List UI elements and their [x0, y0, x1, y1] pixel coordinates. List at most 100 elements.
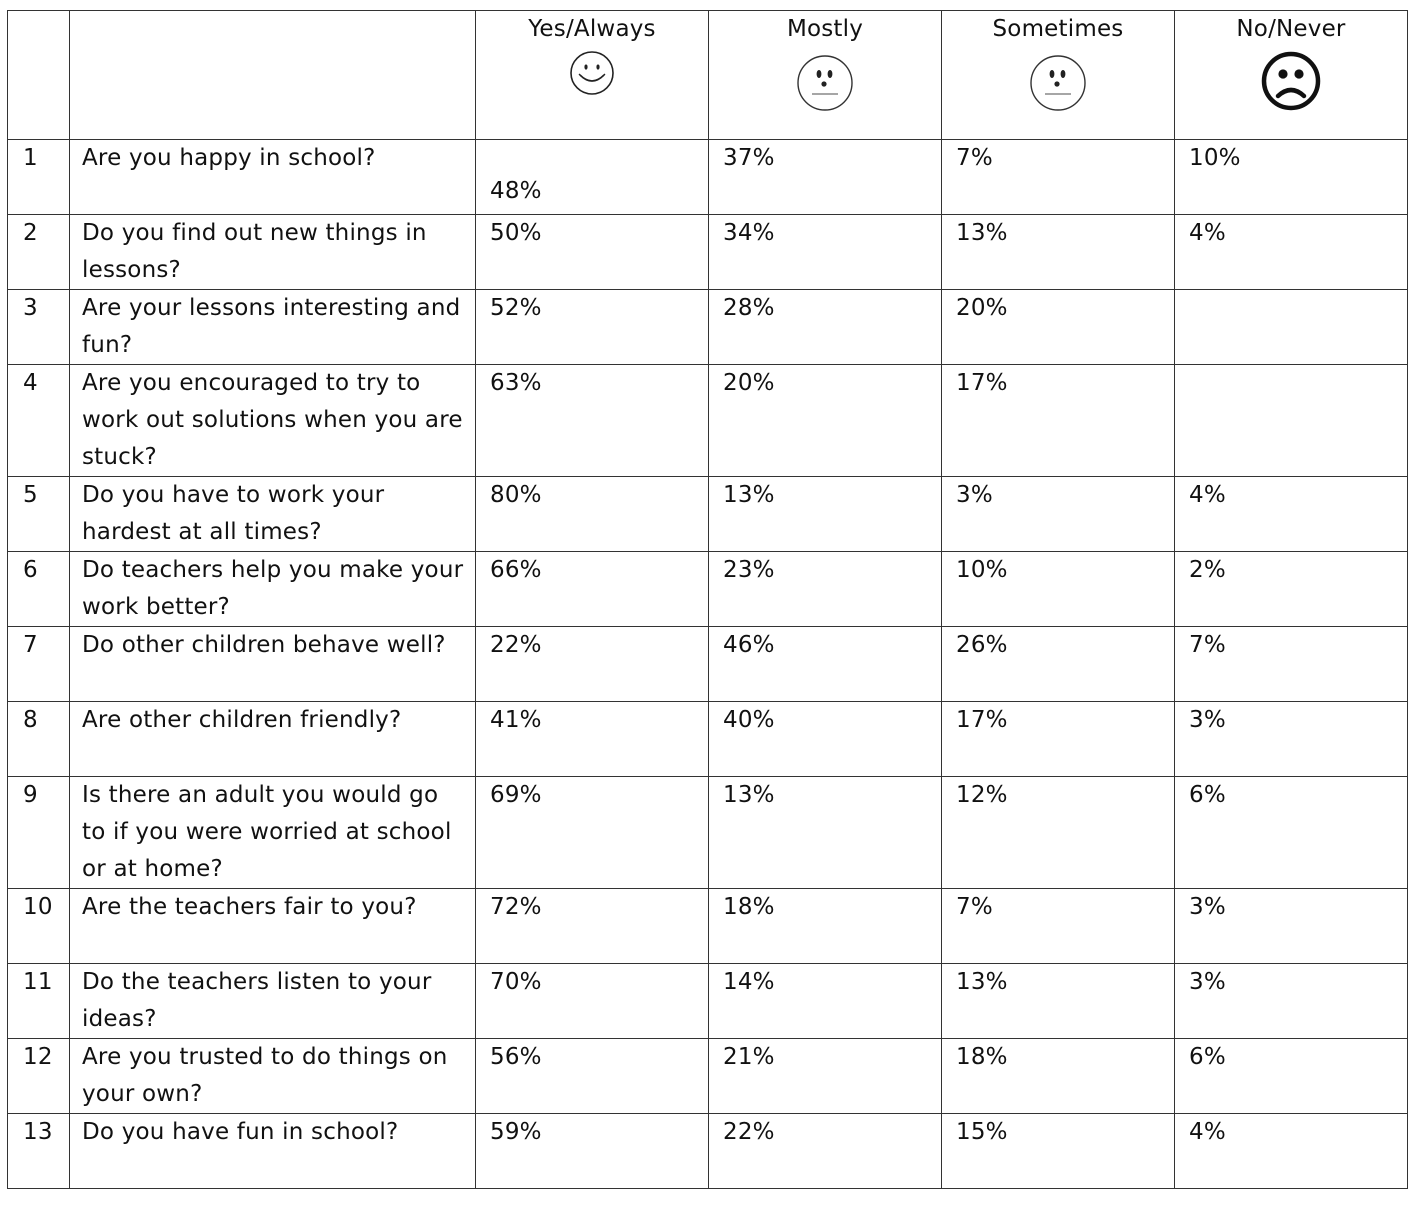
question-text: Are your lessons interesting and fun?: [69, 289, 476, 365]
header-question-cell: [69, 10, 476, 140]
table-row: 6 Do teachers help you make your work be…: [7, 551, 1408, 627]
row-number: 3: [7, 289, 70, 365]
header-no-never-label: No/Never: [1236, 16, 1346, 42]
no-never-value: 3%: [1174, 963, 1408, 1039]
mostly-value: 14%: [708, 963, 942, 1039]
mostly-value: 20%: [708, 364, 942, 477]
question-text: Do other children behave well?: [69, 626, 476, 702]
table-row: 10 Are the teachers fair to you? 72% 18%…: [7, 888, 1408, 964]
mostly-value: 34%: [708, 214, 942, 290]
mostly-value: 18%: [708, 888, 942, 964]
neutral-face-icon: [1030, 55, 1086, 111]
table-row: 12 Are you trusted to do things on your …: [7, 1038, 1408, 1114]
sad-face-icon: [1261, 51, 1321, 111]
question-text: Are you encouraged to try to work out so…: [69, 364, 476, 477]
yes-always-value: 80%: [475, 476, 709, 552]
question-text: Are you trusted to do things on your own…: [69, 1038, 476, 1114]
mostly-value: 22%: [708, 1113, 942, 1189]
sometimes-value: 10%: [941, 551, 1175, 627]
table-row: 8 Are other children friendly? 41% 40% 1…: [7, 701, 1408, 777]
yes-always-value: 72%: [475, 888, 709, 964]
table-row: 3 Are your lessons interesting and fun? …: [7, 289, 1408, 365]
row-number: 12: [7, 1038, 70, 1114]
no-never-value: 6%: [1174, 776, 1408, 889]
yes-always-value: 48%: [490, 178, 542, 204]
question-text: Do the teachers listen to your ideas?: [69, 963, 476, 1039]
question-text: Do you have to work your hardest at all …: [69, 476, 476, 552]
mostly-value: 23%: [708, 551, 942, 627]
no-never-value: 10%: [1174, 139, 1408, 215]
header-sometimes: Sometimes: [941, 10, 1175, 140]
header-yes-always-label: Yes/Always: [528, 16, 656, 42]
header-number-cell: [7, 10, 70, 140]
header-row: Yes/Always Mostly Sometimes: [7, 10, 1408, 140]
row-number: 2: [7, 214, 70, 290]
sometimes-value: 15%: [941, 1113, 1175, 1189]
sometimes-value: 7%: [941, 888, 1175, 964]
row-number: 9: [7, 776, 70, 889]
yes-always-value: 66%: [475, 551, 709, 627]
mostly-value: 13%: [708, 776, 942, 889]
smiley-face-icon: [570, 51, 614, 95]
no-never-value: 3%: [1174, 888, 1408, 964]
yes-always-value: 50%: [475, 214, 709, 290]
table-row: 13 Do you have fun in school? 59% 22% 15…: [7, 1113, 1408, 1189]
sometimes-value: 17%: [941, 701, 1175, 777]
sometimes-value: 13%: [941, 214, 1175, 290]
yes-always-value: 59%: [475, 1113, 709, 1189]
row-number: 4: [7, 364, 70, 477]
row-number: 11: [7, 963, 70, 1039]
sometimes-value: 18%: [941, 1038, 1175, 1114]
no-never-value: [1174, 364, 1408, 477]
table-row: 1 Are you happy in school? 48% 37% 7% 10…: [7, 139, 1408, 215]
question-text: Are other children friendly?: [69, 701, 476, 777]
yes-always-value-cell: 48%: [475, 139, 709, 215]
table-row: 4 Are you encouraged to try to work out …: [7, 364, 1408, 477]
header-no-never: No/Never: [1174, 10, 1408, 140]
no-never-value: 3%: [1174, 701, 1408, 777]
no-never-value: 4%: [1174, 214, 1408, 290]
yes-always-value: 52%: [475, 289, 709, 365]
no-never-value: 2%: [1174, 551, 1408, 627]
no-never-value: [1174, 289, 1408, 365]
question-text: Do teachers help you make your work bett…: [69, 551, 476, 627]
no-never-value: 4%: [1174, 476, 1408, 552]
row-number: 10: [7, 888, 70, 964]
table-row: 7 Do other children behave well? 22% 46%…: [7, 626, 1408, 702]
question-text: Are the teachers fair to you?: [69, 888, 476, 964]
sometimes-value: 20%: [941, 289, 1175, 365]
yes-always-value: 70%: [475, 963, 709, 1039]
mostly-value: 37%: [708, 139, 942, 215]
sometimes-value: 13%: [941, 963, 1175, 1039]
table-row: 2 Do you find out new things in lessons?…: [7, 214, 1408, 290]
sometimes-value: 26%: [941, 626, 1175, 702]
mostly-value: 46%: [708, 626, 942, 702]
mostly-value: 13%: [708, 476, 942, 552]
yes-always-value: 22%: [475, 626, 709, 702]
header-mostly-label: Mostly: [786, 16, 864, 42]
mostly-value: 40%: [708, 701, 942, 777]
yes-always-value: 56%: [475, 1038, 709, 1114]
sometimes-value: 17%: [941, 364, 1175, 477]
no-never-value: 7%: [1174, 626, 1408, 702]
table-row: 11 Do the teachers listen to your ideas?…: [7, 963, 1408, 1039]
row-number: 5: [7, 476, 70, 552]
question-text: Do you find out new things in lessons?: [69, 214, 476, 290]
yes-always-value: 63%: [475, 364, 709, 477]
sometimes-value: 3%: [941, 476, 1175, 552]
sometimes-value: 12%: [941, 776, 1175, 889]
yes-always-value: 69%: [475, 776, 709, 889]
row-number: 8: [7, 701, 70, 777]
header-sometimes-label: Sometimes: [992, 16, 1124, 42]
survey-results-table: Yes/Always Mostly Sometimes: [7, 10, 1408, 1189]
row-number: 13: [7, 1113, 70, 1189]
question-text: Is there an adult you would go to if you…: [69, 776, 476, 889]
no-never-value: 6%: [1174, 1038, 1408, 1114]
header-yes-always: Yes/Always: [475, 10, 709, 140]
question-text: Are you happy in school?: [69, 139, 476, 215]
question-text: Do you have fun in school?: [69, 1113, 476, 1189]
mostly-value: 28%: [708, 289, 942, 365]
sometimes-value: 7%: [941, 139, 1175, 215]
neutral-face-icon: [797, 55, 853, 111]
row-number: 7: [7, 626, 70, 702]
